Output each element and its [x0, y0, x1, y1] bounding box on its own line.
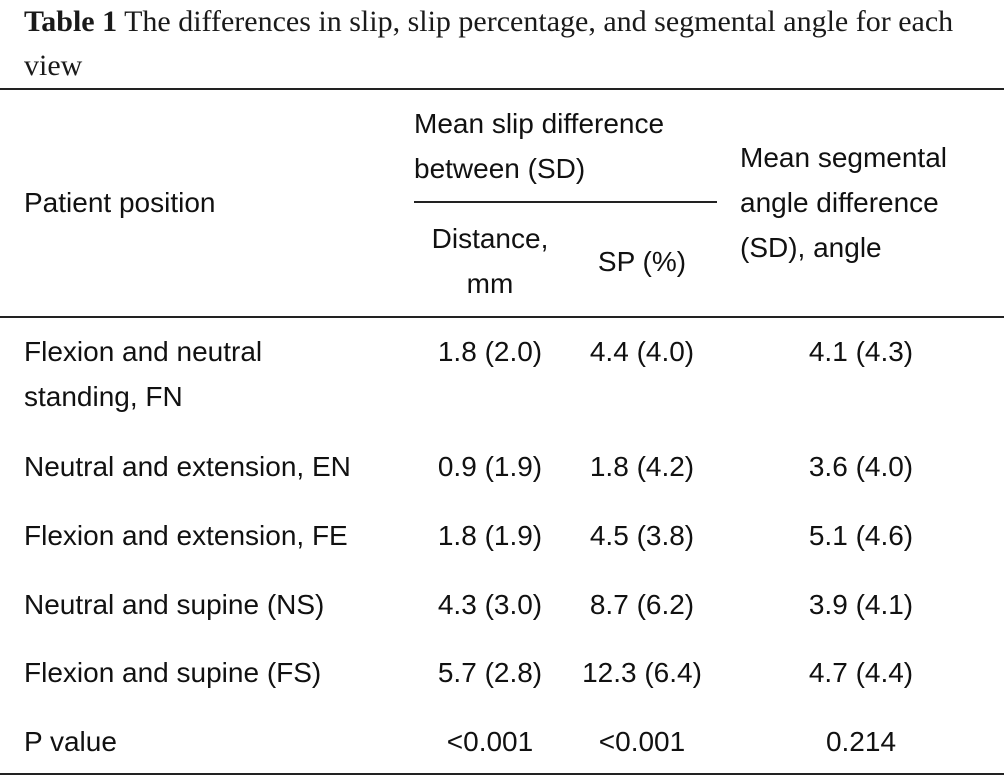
- row-5-angle: 0.214: [825, 726, 897, 757]
- header-angle-line2: angle difference: [740, 187, 939, 218]
- row-5-position: P value: [24, 726, 117, 757]
- row-2-angle: 5.1 (4.6): [808, 520, 914, 551]
- row-4-position: Flexion and supine (FS): [24, 657, 322, 688]
- header-mean-slip-line2: between (SD): [414, 153, 586, 184]
- row-1-sp: 1.8 (4.2): [589, 451, 695, 482]
- header-patient-position: Patient position: [24, 187, 216, 218]
- row-2-sp: 4.5 (3.8): [589, 520, 695, 551]
- header-distance-line1: Distance,: [431, 223, 549, 254]
- row-1-distance: 0.9 (1.9): [437, 451, 543, 482]
- row-0-position-line2: standing, FN: [24, 381, 183, 412]
- row-0-position-line1: Flexion and neutral: [24, 336, 263, 367]
- header-bottom-rule: [0, 316, 1004, 318]
- header-distance-line2: mm: [466, 268, 514, 299]
- row-2-position: Flexion and extension, FE: [24, 520, 348, 551]
- row-4-distance: 5.7 (2.8): [437, 657, 543, 688]
- row-4-sp: 12.3 (6.4): [582, 657, 702, 688]
- row-3-distance: 4.3 (3.0): [437, 589, 543, 620]
- sub-header-rule: [414, 201, 717, 203]
- row-5-sp: <0.001: [598, 726, 686, 757]
- row-5-distance: <0.001: [446, 726, 534, 757]
- bottom-rule: [0, 773, 1004, 775]
- row-3-position: Neutral and supine (NS): [24, 589, 325, 620]
- header-sp: SP (%): [597, 246, 687, 277]
- table-label: Table 1: [24, 5, 118, 38]
- row-1-angle: 3.6 (4.0): [808, 451, 914, 482]
- table-caption: Table 1 The differences in slip, slip pe…: [24, 0, 994, 88]
- table-title: The differences in slip, slip percentage…: [24, 5, 954, 82]
- row-0-sp: 4.4 (4.0): [589, 336, 695, 367]
- top-rule: [0, 88, 1004, 90]
- row-1-position: Neutral and extension, EN: [24, 451, 351, 482]
- header-mean-slip-line1: Mean slip difference: [414, 108, 665, 139]
- row-4-angle: 4.7 (4.4): [808, 657, 914, 688]
- row-2-distance: 1.8 (1.9): [437, 520, 543, 551]
- row-0-angle: 4.1 (4.3): [808, 336, 914, 367]
- row-3-angle: 3.9 (4.1): [808, 589, 914, 620]
- header-angle-line1: Mean segmental: [740, 142, 948, 173]
- row-0-distance: 1.8 (2.0): [437, 336, 543, 367]
- header-angle-line3: (SD), angle: [740, 232, 882, 263]
- row-3-sp: 8.7 (6.2): [589, 589, 695, 620]
